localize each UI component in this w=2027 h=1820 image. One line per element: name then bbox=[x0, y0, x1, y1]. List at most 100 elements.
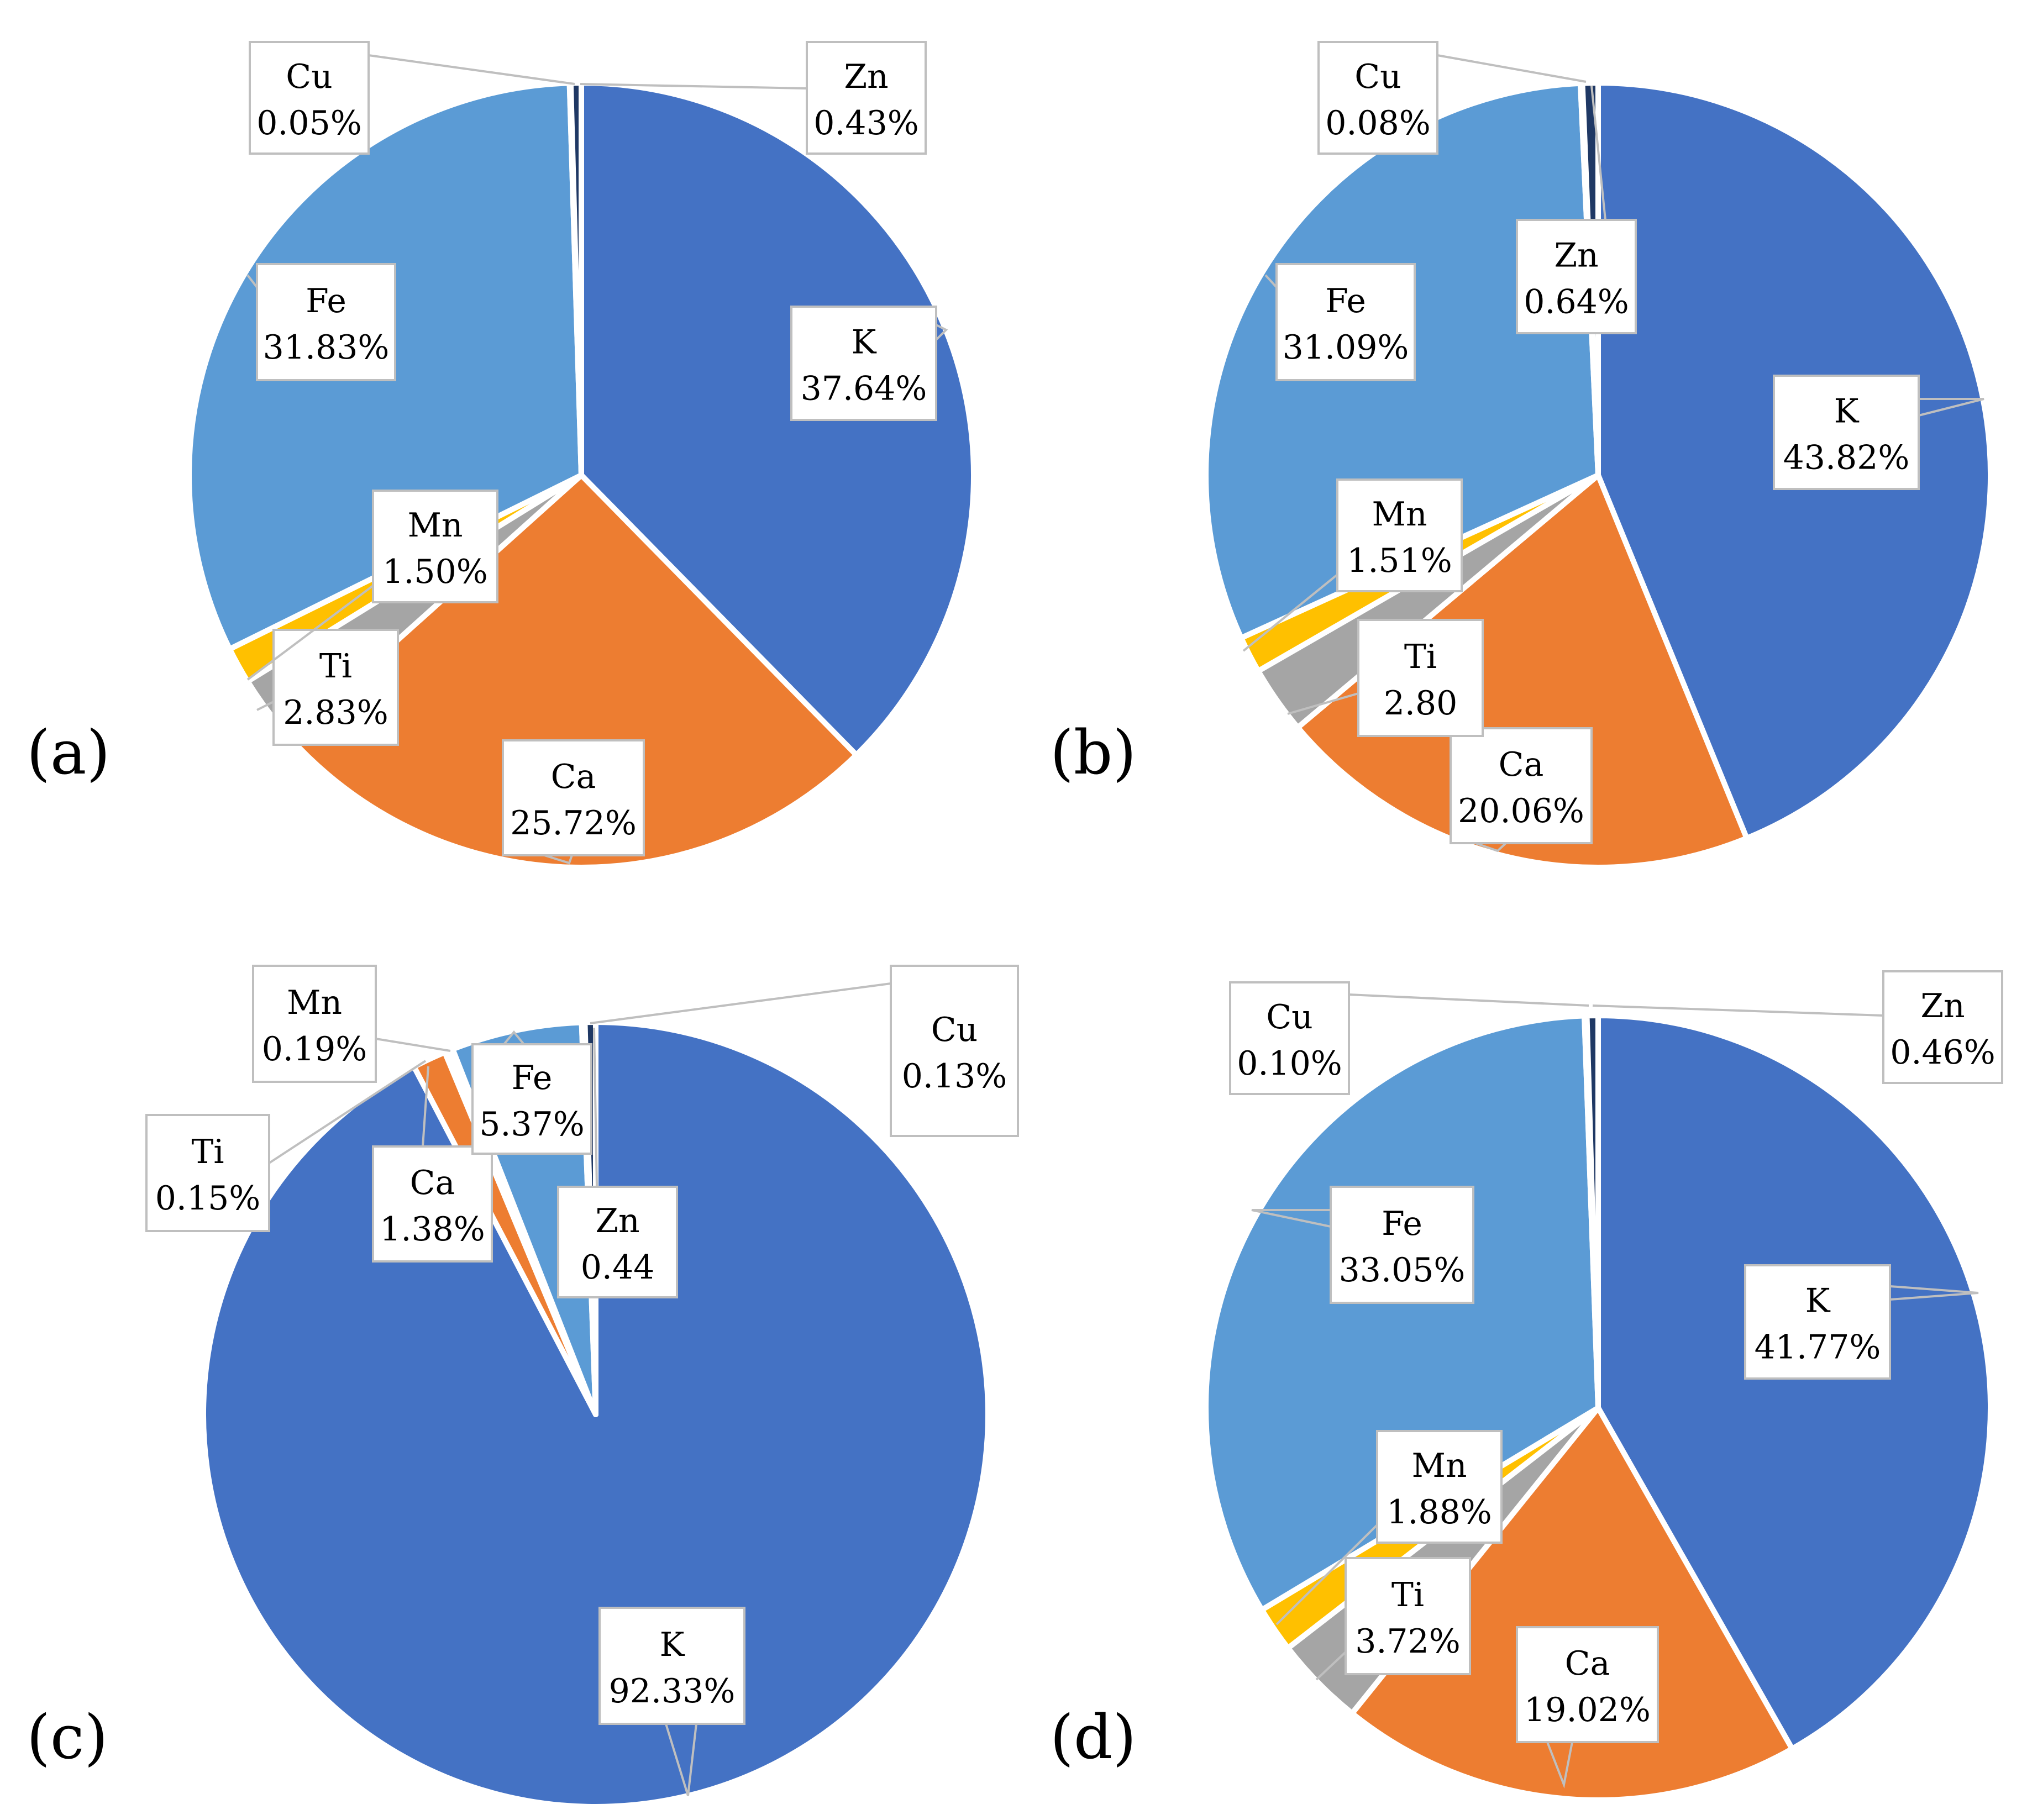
element-name: Cu bbox=[1266, 998, 1313, 1037]
data-label-ti: Ti 3.72% bbox=[1315, 1557, 1471, 1681]
data-label-ca: Ca 1.38% bbox=[372, 1066, 493, 1263]
leader-line bbox=[544, 854, 573, 865]
element-name: Fe bbox=[1325, 282, 1366, 320]
element-percent: 5.37% bbox=[479, 1105, 585, 1144]
callout-box bbox=[598, 1607, 745, 1725]
callout-box bbox=[790, 306, 937, 421]
data-label-ti: Ti 0.15% bbox=[145, 1060, 427, 1232]
element-percent: 0.19% bbox=[262, 1030, 367, 1069]
element-name: Fe bbox=[306, 282, 346, 320]
data-label-k: K 92.33% bbox=[598, 1607, 745, 1796]
data-label-ti: Ti 2.83% bbox=[256, 629, 399, 746]
callout-box bbox=[1275, 263, 1416, 381]
element-percent: 31.83% bbox=[263, 328, 390, 367]
data-label-ca: Ca 20.06% bbox=[1450, 727, 1593, 853]
leader-line bbox=[1264, 274, 1278, 288]
pie-panel-a: K 37.64% Ca 25.72% Ti 2.83% Mn 1.50% Fe 31.83% Cu 0… bbox=[27, 41, 976, 870]
callout-box bbox=[249, 41, 370, 155]
leader-line bbox=[593, 1027, 598, 1187]
callout-box bbox=[372, 490, 498, 603]
leader-line bbox=[256, 701, 274, 711]
data-label-mn: Mn 1.50% bbox=[246, 490, 498, 681]
element-name: Ca bbox=[410, 1164, 455, 1202]
data-label-cu: Cu 0.08% bbox=[1317, 41, 1587, 155]
pie-panel-d: K 41.77% Ca 19.02% Ti 3.72% Mn 1.88% Fe 33.05% Cu 0… bbox=[1050, 970, 2003, 1803]
element-percent: 20.06% bbox=[1458, 792, 1584, 830]
callout-box bbox=[1516, 1626, 1659, 1743]
data-label-k: K 37.64% bbox=[790, 306, 948, 421]
element-percent: 0.13% bbox=[902, 1057, 1007, 1096]
leader-line bbox=[268, 1060, 427, 1164]
element-percent: 1.51% bbox=[1347, 541, 1452, 580]
element-percent: 0.10% bbox=[1237, 1044, 1342, 1083]
element-name: K bbox=[1834, 392, 1860, 431]
callout-box bbox=[1744, 1264, 1891, 1380]
callout-box bbox=[471, 1043, 592, 1155]
callout-box bbox=[1357, 619, 1484, 737]
element-name: Zn bbox=[844, 57, 888, 96]
leader-line bbox=[1592, 1004, 1884, 1017]
element-percent: 0.44 bbox=[581, 1248, 655, 1287]
callout-box bbox=[1773, 375, 1920, 490]
panel-letter: (d) bbox=[1050, 1702, 1136, 1772]
element-percent: 0.15% bbox=[155, 1179, 261, 1218]
callout-box bbox=[890, 965, 1019, 1137]
callout-box bbox=[1345, 1557, 1471, 1675]
element-name: Zn bbox=[1554, 236, 1598, 275]
callout-box bbox=[1882, 970, 2003, 1084]
element-percent: 1.88% bbox=[1387, 1493, 1492, 1532]
element-name: K bbox=[852, 323, 877, 362]
element-percent: 25.72% bbox=[510, 804, 637, 843]
callout-box bbox=[1516, 219, 1637, 334]
leader-line bbox=[1348, 993, 1589, 1007]
callout-box bbox=[272, 629, 399, 746]
data-label-fe: Fe 5.37% bbox=[471, 1030, 592, 1155]
data-label-k: K 43.82% bbox=[1773, 375, 1984, 490]
element-percent: 37.64% bbox=[801, 370, 927, 408]
callout-box bbox=[145, 1114, 270, 1232]
element-name: K bbox=[1805, 1282, 1831, 1321]
data-label-cu: Cu 0.05% bbox=[249, 41, 575, 155]
data-label-k: K 41.77% bbox=[1744, 1264, 1979, 1380]
callout-box bbox=[1450, 727, 1593, 844]
leader-line bbox=[246, 585, 374, 681]
leader-line bbox=[1437, 54, 1587, 83]
element-name: Ti bbox=[1391, 1576, 1424, 1614]
element-percent: 92.33% bbox=[609, 1672, 736, 1711]
element-percent: 0.64% bbox=[1524, 283, 1629, 322]
pie-slice-ca bbox=[1295, 472, 1750, 870]
panel-letter: (b) bbox=[1050, 717, 1136, 788]
element-name: Mn bbox=[287, 983, 342, 1022]
leader-line bbox=[1275, 1524, 1378, 1626]
pie-slice-ca bbox=[1349, 1405, 1795, 1803]
data-label-cu: Cu 0.10% bbox=[1229, 981, 1589, 1095]
callout-box bbox=[502, 739, 645, 856]
element-percent: 33.05% bbox=[1339, 1251, 1466, 1290]
leader-line bbox=[246, 274, 258, 288]
leader-line bbox=[368, 54, 575, 85]
leader-line bbox=[422, 1066, 429, 1147]
callout-box bbox=[1330, 1186, 1474, 1304]
leader-line bbox=[1475, 842, 1507, 853]
data-label-mn: Mn 1.51% bbox=[1242, 478, 1463, 652]
element-percent: 0.46% bbox=[1890, 1033, 1996, 1072]
data-label-fe: Fe 31.09% bbox=[1264, 263, 1416, 381]
element-name: Ca bbox=[551, 758, 596, 796]
callout-box bbox=[1376, 1430, 1503, 1544]
leader-line bbox=[1242, 574, 1338, 652]
element-name: Fe bbox=[1382, 1204, 1422, 1243]
callout-box bbox=[252, 965, 377, 1083]
callout-box bbox=[1229, 981, 1350, 1095]
element-name: Zn bbox=[1920, 987, 1965, 1025]
element-percent: 0.43% bbox=[813, 104, 919, 143]
element-name: Ca bbox=[1499, 745, 1544, 784]
element-name: Cu bbox=[286, 57, 333, 96]
leader-line bbox=[375, 1038, 451, 1052]
element-name: Cu bbox=[1354, 57, 1401, 96]
leader-line bbox=[1251, 1209, 1331, 1228]
element-percent: 3.72% bbox=[1355, 1622, 1461, 1661]
data-label-zn: Zn 0.44 bbox=[557, 1027, 678, 1298]
leader-line bbox=[1287, 692, 1359, 715]
data-label-ca: Ca 25.72% bbox=[502, 739, 645, 865]
